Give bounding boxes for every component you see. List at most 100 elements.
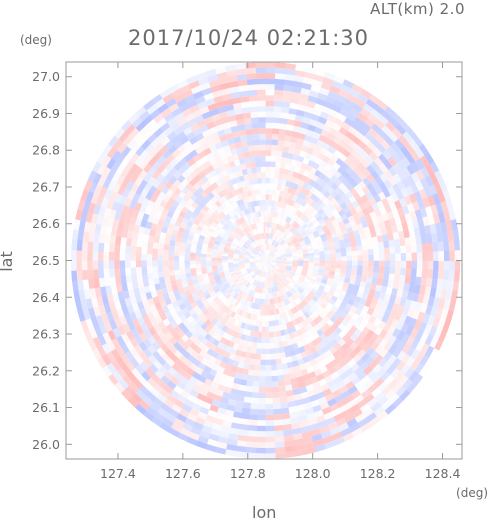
radar-cell (147, 241, 153, 248)
radar-cell (258, 189, 262, 195)
radar-cell (266, 68, 276, 74)
radar-cell (428, 261, 434, 270)
radar-cell (261, 178, 265, 184)
radar-cell (341, 256, 347, 261)
radar-cell (272, 139, 279, 145)
radar-cell (325, 261, 331, 265)
radar-cell (265, 415, 274, 421)
radar-cell (368, 249, 374, 255)
radar-cell (266, 156, 272, 162)
radar-cell (258, 404, 266, 410)
radar-cell (401, 253, 407, 261)
radar-cell (256, 348, 261, 354)
radar-cell (275, 447, 286, 453)
radar-cell (405, 276, 411, 285)
radar-field (71, 62, 461, 459)
radar-cell (212, 258, 218, 261)
radar-cell (273, 420, 282, 426)
radar-cell (346, 247, 352, 252)
radar-cell (136, 267, 142, 275)
radar-cell (443, 241, 449, 252)
radar-cell (98, 251, 104, 260)
radar-cell (82, 270, 88, 281)
radar-cell (120, 275, 126, 284)
radar-cell (217, 258, 223, 261)
radar-cell (255, 359, 261, 365)
radar-cell (76, 250, 82, 261)
radar-cell (266, 150, 272, 156)
radar-cell (249, 409, 258, 415)
radar-cell (309, 258, 315, 261)
radar-cell (374, 261, 380, 267)
radar-cell (455, 261, 461, 272)
radar-cell (180, 269, 186, 274)
radar-cell (244, 391, 252, 398)
radar-cell (262, 189, 266, 195)
radar-cell (265, 343, 270, 349)
radar-cell (279, 397, 287, 403)
x-tick-label: 128.0 (295, 466, 331, 481)
radar-cell (252, 128, 259, 134)
radar-cell (252, 123, 260, 129)
radar-cell (412, 261, 418, 270)
radar-cell (266, 128, 273, 134)
radar-cell (341, 265, 347, 270)
radar-cell (341, 261, 347, 266)
radar-cell (190, 264, 196, 269)
radar-cell (251, 392, 259, 398)
radar-cell (261, 167, 266, 173)
radar-cell (245, 452, 256, 458)
radar-cell (174, 255, 180, 260)
radar-cell (415, 236, 422, 245)
radar-cell (103, 260, 109, 269)
radar-cell (247, 140, 254, 146)
radar-cell (363, 250, 369, 256)
y-tick-label: 26.2 (32, 363, 60, 378)
radar-cell (272, 128, 279, 134)
radar-cell (260, 205, 263, 211)
radar-cell (274, 348, 280, 354)
radar-cell (378, 273, 384, 280)
radar-cell (104, 269, 110, 278)
radar-cell (253, 134, 260, 140)
radar-cell (243, 397, 251, 404)
radar-cell (206, 260, 212, 263)
radar-cell (406, 245, 412, 254)
radar-cell (275, 353, 281, 359)
radar-cell (266, 321, 270, 327)
radar-cell (109, 243, 115, 252)
radar-cell (330, 261, 336, 265)
radar-cell (281, 408, 290, 415)
radar-cell (272, 123, 280, 129)
radar-cell (259, 376, 266, 382)
radar-cell (265, 393, 272, 399)
radar-cell (120, 268, 126, 277)
radar-cell (266, 216, 268, 222)
radar-cell (174, 265, 180, 270)
y-tick-label: 26.1 (32, 400, 60, 415)
radar-cell (245, 386, 253, 392)
radar-cell (266, 101, 275, 107)
radar-cell (147, 248, 153, 255)
radar-cell (272, 134, 279, 140)
radar-cell (357, 265, 363, 271)
radar-cell (265, 365, 271, 371)
radar-cell (275, 79, 285, 85)
radar-cell (263, 211, 266, 217)
radar-cell (266, 139, 273, 145)
radar-cell (319, 254, 325, 258)
radar-cell (258, 106, 266, 112)
radar-cell (422, 252, 428, 261)
radar-cell (399, 275, 405, 283)
radar-cell (416, 244, 422, 253)
radar-cell (246, 134, 253, 140)
y-tick-label: 26.4 (32, 290, 60, 305)
radar-cell (260, 156, 266, 162)
radar-cell (314, 261, 320, 264)
radar-cell (266, 106, 274, 112)
radar-cell (249, 414, 258, 420)
radar-cell (410, 276, 417, 285)
radar-cell (454, 240, 460, 251)
radar-cell (379, 248, 385, 255)
radar-cell (120, 260, 126, 268)
